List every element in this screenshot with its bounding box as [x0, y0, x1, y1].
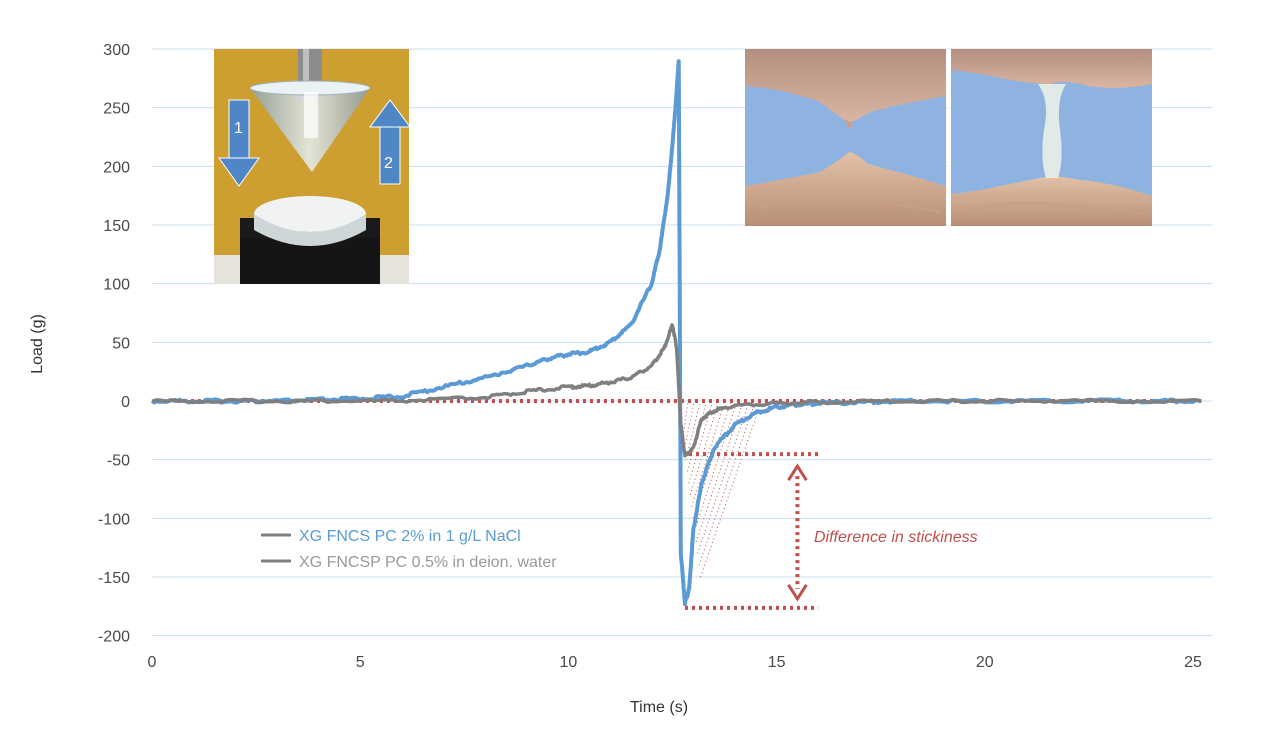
x-tick-label: 5	[356, 654, 365, 671]
hatch-line	[685, 403, 701, 460]
difference-arrow-head-down	[787, 584, 808, 602]
difference-arrow-head-up	[787, 463, 808, 481]
y-tick-label: 200	[103, 159, 130, 176]
data-series	[150, 59, 1202, 607]
x-tick-label: 0	[148, 654, 157, 671]
series-line-blue	[150, 59, 1202, 607]
hatch-line	[698, 403, 756, 566]
x-axis-label: Time (s)	[630, 699, 688, 716]
y-tick-label: 100	[103, 277, 130, 294]
x-tick-label: 25	[1184, 654, 1202, 671]
legend-entry-blue: XG FNCS PC 2% in 1 g/L NaCl	[299, 528, 521, 545]
hatch-line	[682, 403, 689, 437]
y-tick-label: -200	[98, 629, 130, 646]
step-2-label: 2	[384, 155, 393, 172]
hatch-line	[695, 403, 743, 542]
stickiness-annotation: Difference in stickiness	[814, 529, 978, 546]
y-axis-label: Load (g)	[29, 314, 46, 374]
y-tick-label: -150	[98, 570, 130, 587]
hatch-line	[697, 403, 750, 554]
y-tick-label: 300	[103, 42, 130, 59]
y-tick-label: 50	[112, 335, 130, 352]
y-tick-label: -100	[98, 511, 130, 528]
fingertip-photo-inset-right	[951, 49, 1152, 226]
probe-photo-inset: 1 2	[214, 49, 411, 284]
hatch-line	[684, 403, 695, 449]
x-tick-label: 10	[560, 654, 578, 671]
y-tick-label: 150	[103, 218, 130, 235]
x-tick-label: 15	[768, 654, 786, 671]
y-tick-label: 0	[121, 394, 130, 411]
legend: XG FNCS PC 2% in 1 g/L NaCl XG FNCSP PC …	[261, 528, 557, 571]
step-1-label: 1	[234, 120, 243, 137]
y-tick-label: 250	[103, 101, 130, 118]
y-tick-label: -50	[107, 453, 130, 470]
legend-entry-grey: XG FNCSP PC 0.5% in deion. water	[299, 554, 557, 571]
x-tick-label: 20	[976, 654, 994, 671]
series-line-grey	[151, 323, 1202, 458]
fingertip-photo-inset-left	[745, 49, 946, 226]
axis-ticks: 300 250 200 150 100 50 0 -50 -100 -150 -200 0 5 10 15 2…	[98, 42, 1202, 671]
